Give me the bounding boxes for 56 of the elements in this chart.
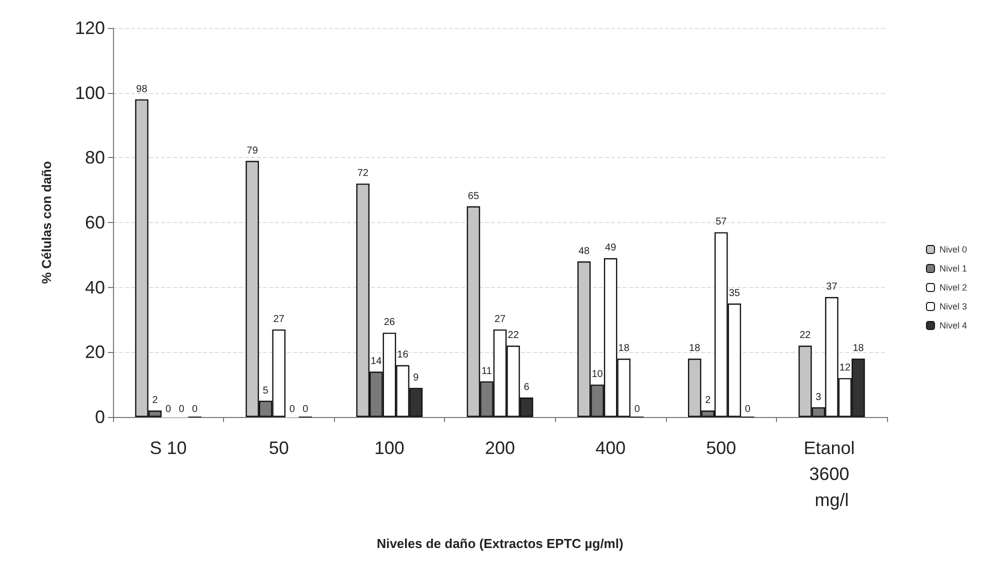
- data-label: 49: [605, 242, 617, 254]
- data-label: 72: [357, 168, 369, 180]
- data-label: 26: [384, 317, 396, 328]
- data-label: 65: [468, 190, 480, 202]
- legend-label: Nivel 3: [939, 302, 968, 312]
- legend-label: Nivel 4: [939, 320, 968, 330]
- data-label: 6: [524, 382, 530, 394]
- data-label: 16: [397, 350, 409, 361]
- data-label: 2: [705, 395, 712, 406]
- y-tick-label: 60: [84, 212, 105, 232]
- data-label: 0: [302, 404, 309, 415]
- x-tick-label: 400: [596, 438, 626, 458]
- data-label: 37: [826, 282, 838, 293]
- data-label: 5: [262, 385, 269, 396]
- x-tick-label: 500: [706, 438, 736, 458]
- data-label: 11: [482, 366, 492, 377]
- data-label: 14: [370, 356, 382, 368]
- data-label: 27: [494, 314, 506, 325]
- y-axis-title: % Células con daño: [39, 161, 54, 284]
- data-label: 22: [508, 330, 520, 342]
- data-label: 22: [800, 330, 812, 342]
- y-tick-label: 80: [84, 148, 105, 168]
- data-label: 9: [413, 372, 420, 384]
- data-label: 0: [634, 404, 640, 415]
- data-label: 0: [166, 404, 172, 415]
- legend-label: Nivel 1: [939, 264, 968, 274]
- x-axis-title: Niveles de daño (Extractos EPTC µg/ml): [376, 536, 624, 551]
- y-tick-label: 120: [74, 18, 105, 38]
- x-tick-label: 200: [484, 438, 516, 458]
- data-label: 3: [816, 392, 822, 403]
- data-label: 0: [192, 404, 198, 415]
- data-label: 18: [618, 343, 630, 354]
- x-tick-label: Etanol 3600 mg/l: [804, 438, 860, 510]
- data-label: 0: [289, 404, 296, 415]
- x-tick-label: 50: [268, 438, 289, 458]
- data-label: 98: [136, 84, 148, 95]
- legend-label: Nivel 2: [939, 282, 968, 292]
- data-label: 35: [728, 288, 740, 300]
- data-label: 18: [852, 343, 864, 354]
- x-tick-label: 100: [374, 438, 404, 458]
- y-tick-label: 20: [84, 342, 105, 362]
- data-label: 2: [152, 395, 158, 406]
- x-tick-label: S 10: [150, 438, 187, 458]
- data-label: 48: [578, 246, 590, 257]
- legend-label: Nivel 0: [939, 244, 968, 254]
- data-label: 10: [592, 369, 604, 380]
- data-label: 12: [839, 362, 851, 374]
- data-label: 0: [744, 404, 751, 415]
- data-label: 57: [716, 216, 728, 228]
- data-label: 27: [273, 314, 285, 325]
- y-tick-label: 0: [94, 407, 105, 427]
- data-label: 18: [689, 343, 701, 354]
- y-tick-label: 100: [74, 82, 105, 103]
- data-label: 0: [178, 404, 185, 415]
- data-label: 79: [246, 145, 258, 156]
- y-tick-label: 40: [84, 277, 105, 298]
